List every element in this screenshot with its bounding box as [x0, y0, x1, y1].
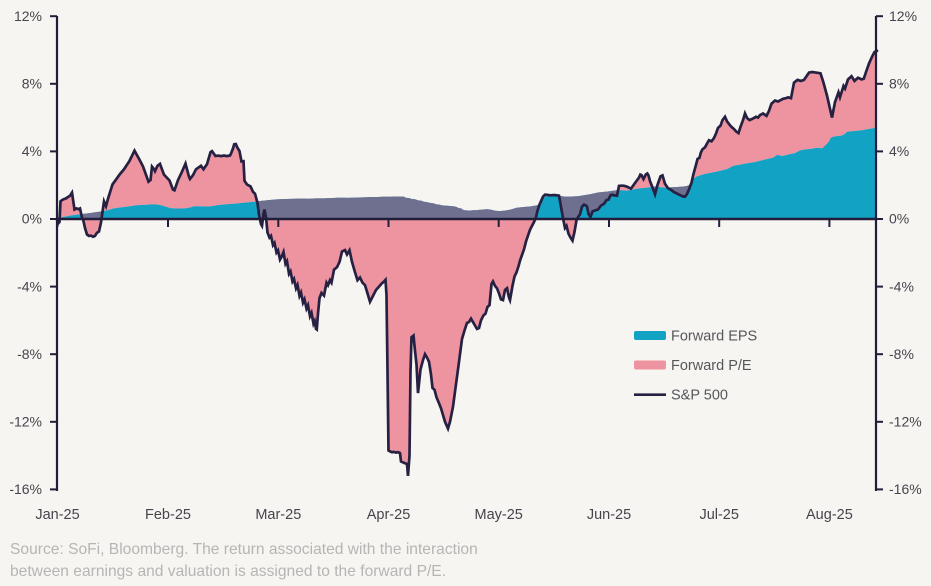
svg-text:May-25: May-25	[475, 507, 523, 523]
svg-text:Forward P/E: Forward P/E	[671, 358, 752, 374]
svg-text:12%: 12%	[14, 8, 42, 24]
svg-text:0%: 0%	[22, 211, 42, 227]
svg-text:Forward EPS: Forward EPS	[671, 329, 757, 345]
svg-text:4%: 4%	[889, 143, 909, 159]
svg-text:between earnings and valuation: between earnings and valuation is assign…	[10, 563, 446, 580]
svg-text:Jun-25: Jun-25	[587, 507, 631, 523]
svg-text:S&P 500: S&P 500	[671, 388, 728, 404]
svg-text:-16%: -16%	[889, 481, 922, 497]
svg-text:Aug-25: Aug-25	[806, 507, 853, 523]
svg-text:Jan-25: Jan-25	[35, 507, 79, 523]
svg-text:4%: 4%	[22, 143, 42, 159]
svg-text:-4%: -4%	[889, 278, 914, 294]
svg-text:Feb-25: Feb-25	[145, 507, 191, 523]
svg-text:Apr-25: Apr-25	[367, 507, 411, 523]
svg-text:-8%: -8%	[889, 346, 914, 362]
svg-text:Mar-25: Mar-25	[255, 507, 301, 523]
svg-text:0%: 0%	[889, 211, 909, 227]
svg-text:Source: SoFi, Bloomberg. The r: Source: SoFi, Bloomberg. The return asso…	[10, 541, 478, 558]
svg-text:12%: 12%	[889, 8, 917, 24]
svg-text:-12%: -12%	[889, 414, 922, 430]
svg-text:8%: 8%	[889, 76, 909, 92]
svg-text:-12%: -12%	[9, 414, 42, 430]
svg-text:-8%: -8%	[17, 346, 42, 362]
svg-text:8%: 8%	[22, 76, 42, 92]
svg-text:Jul-25: Jul-25	[699, 507, 739, 523]
svg-text:-4%: -4%	[17, 278, 42, 294]
svg-text:-16%: -16%	[9, 481, 42, 497]
